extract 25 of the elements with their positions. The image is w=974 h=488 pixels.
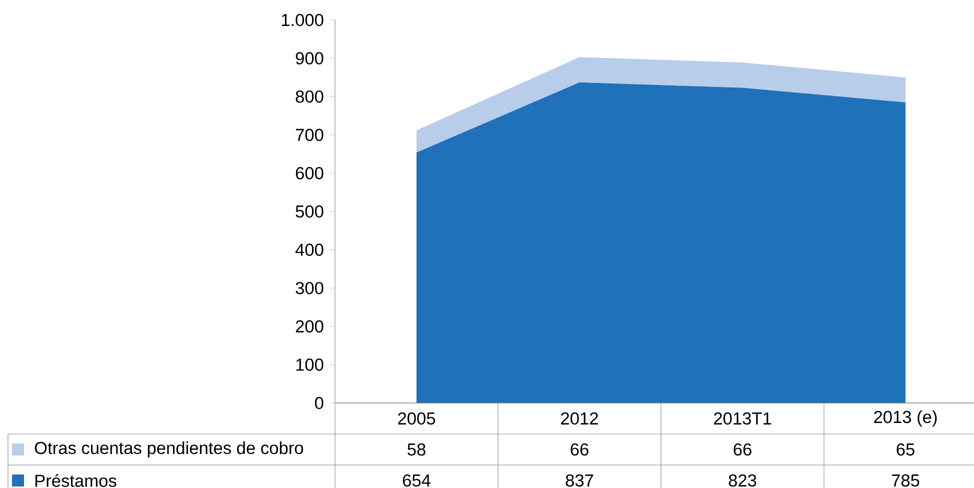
y-tick-label: 600 [296, 167, 324, 180]
y-tick-label: 900 [296, 52, 324, 64]
legend-label: Otras cuentas pendientes de cobro [34, 441, 304, 458]
data-label: 66 [734, 443, 752, 456]
y-tick-label: 100 [296, 358, 324, 371]
x-tick-label: 2012 [561, 412, 598, 425]
y-tick-label: 400 [295, 244, 324, 256]
y-tick-label: 0 [314, 396, 324, 410]
data-label: 58 [408, 443, 426, 456]
y-tick-label: 1.000 [282, 14, 324, 26]
data-label: 823 [728, 474, 756, 487]
x-tick-label: 2013 (e) [874, 410, 937, 427]
data-label: 65 [896, 443, 914, 456]
y-tick-label: 800 [296, 90, 324, 103]
data-label: 66 [570, 443, 588, 456]
x-tick-label: 2013T1 [714, 412, 772, 425]
x-tick-label: 2005 [398, 412, 436, 425]
legend-label: Préstamos [35, 474, 116, 487]
data-label: 837 [566, 474, 594, 487]
y-tick-label: 500 [296, 205, 324, 218]
y-tick-label: 700 [296, 128, 324, 142]
y-tick-label: 200 [296, 320, 324, 333]
data-label: 654 [402, 474, 430, 487]
data-label: 785 [892, 474, 920, 487]
y-tick-label: 300 [296, 282, 324, 294]
